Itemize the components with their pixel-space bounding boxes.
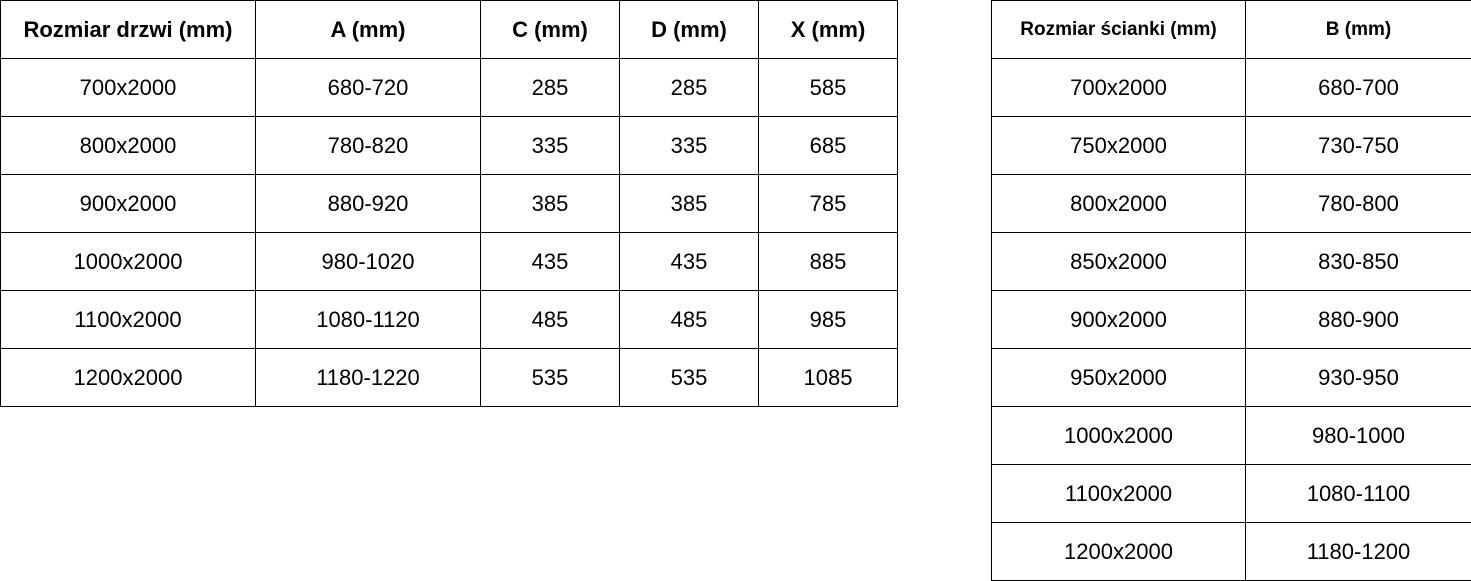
table-cell: 1085 (758, 348, 898, 407)
table-row: 850x2000 830-850 (991, 232, 1471, 291)
table-cell: 1000x2000 (991, 406, 1246, 465)
table-cell: 780-820 (255, 116, 481, 175)
table-cell: 680-720 (255, 58, 481, 117)
table-row: 1000x2000 980-1020 435 435 885 (0, 232, 898, 291)
table-cell: 335 (480, 116, 620, 175)
table-cell: 780-800 (1245, 174, 1471, 233)
table-cell: 335 (619, 116, 759, 175)
door-size-table: Rozmiar drzwi (mm) A (mm) C (mm) D (mm) X (m… (0, 0, 898, 407)
table-cell: 435 (619, 232, 759, 291)
table-cell: 950x2000 (991, 348, 1246, 407)
table-cell: 385 (480, 174, 620, 233)
table-cell: 885 (758, 232, 898, 291)
table-cell: 850x2000 (991, 232, 1246, 291)
table-cell: 1180-1220 (255, 348, 481, 407)
table-cell: 535 (619, 348, 759, 407)
table-cell: 1080-1120 (255, 290, 481, 349)
table-row: 700x2000 680-720 285 285 585 (0, 58, 898, 117)
table-cell: 880-920 (255, 174, 481, 233)
table-cell: 830-850 (1245, 232, 1471, 291)
table-cell: 1100x2000 (0, 290, 256, 349)
table-cell: 435 (480, 232, 620, 291)
column-header: Rozmiar ścianki (mm) (991, 0, 1246, 59)
table-row: 700x2000 680-700 (991, 58, 1471, 117)
table-cell: 700x2000 (991, 58, 1246, 117)
column-header: C (mm) (480, 0, 620, 59)
table-header-row: Rozmiar drzwi (mm) A (mm) C (mm) D (mm) X (m… (0, 0, 898, 59)
table-cell: 800x2000 (0, 116, 256, 175)
column-header: B (mm) (1245, 0, 1471, 59)
table-cell: 585 (758, 58, 898, 117)
table-row: 1100x2000 1080-1120 485 485 985 (0, 290, 898, 349)
column-header: D (mm) (619, 0, 759, 59)
table-cell: 785 (758, 174, 898, 233)
table-cell: 880-900 (1245, 290, 1471, 349)
table-row: 1200x2000 1180-1200 (991, 522, 1471, 581)
table-cell: 900x2000 (991, 290, 1246, 349)
table-cell: 485 (480, 290, 620, 349)
table-row: 750x2000 730-750 (991, 116, 1471, 175)
table-row: 800x2000 780-800 (991, 174, 1471, 233)
table-cell: 750x2000 (991, 116, 1246, 175)
table-cell: 985 (758, 290, 898, 349)
table-cell: 1180-1200 (1245, 522, 1471, 581)
table-cell: 1200x2000 (0, 348, 256, 407)
table-row: 800x2000 780-820 335 335 685 (0, 116, 898, 175)
table-cell: 730-750 (1245, 116, 1471, 175)
table-cell: 700x2000 (0, 58, 256, 117)
column-header: X (mm) (758, 0, 898, 59)
table-cell: 930-950 (1245, 348, 1471, 407)
table-row: 900x2000 880-900 (991, 290, 1471, 349)
table-cell: 685 (758, 116, 898, 175)
table-cell: 1000x2000 (0, 232, 256, 291)
table-cell: 980-1020 (255, 232, 481, 291)
table-cell: 980-1000 (1245, 406, 1471, 465)
table-cell: 285 (480, 58, 620, 117)
table-cell: 285 (619, 58, 759, 117)
table-row: 900x2000 880-920 385 385 785 (0, 174, 898, 233)
table-cell: 900x2000 (0, 174, 256, 233)
table-cell: 1080-1100 (1245, 464, 1471, 523)
column-header: Rozmiar drzwi (mm) (0, 0, 256, 59)
table-cell: 1200x2000 (991, 522, 1246, 581)
table-cell: 385 (619, 174, 759, 233)
table-cell: 1100x2000 (991, 464, 1246, 523)
table-row: 1000x2000 980-1000 (991, 406, 1471, 465)
table-cell: 800x2000 (991, 174, 1246, 233)
table-cell: 485 (619, 290, 759, 349)
table-header-row: Rozmiar ścianki (mm) B (mm) (991, 0, 1471, 59)
table-row: 950x2000 930-950 (991, 348, 1471, 407)
table-cell: 535 (480, 348, 620, 407)
table-cell: 680-700 (1245, 58, 1471, 117)
table-row: 1100x2000 1080-1100 (991, 464, 1471, 523)
wall-size-table: Rozmiar ścianki (mm) B (mm) 700x2000 680-7… (991, 0, 1471, 581)
table-row: 1200x2000 1180-1220 535 535 1085 (0, 348, 898, 407)
column-header: A (mm) (255, 0, 481, 59)
